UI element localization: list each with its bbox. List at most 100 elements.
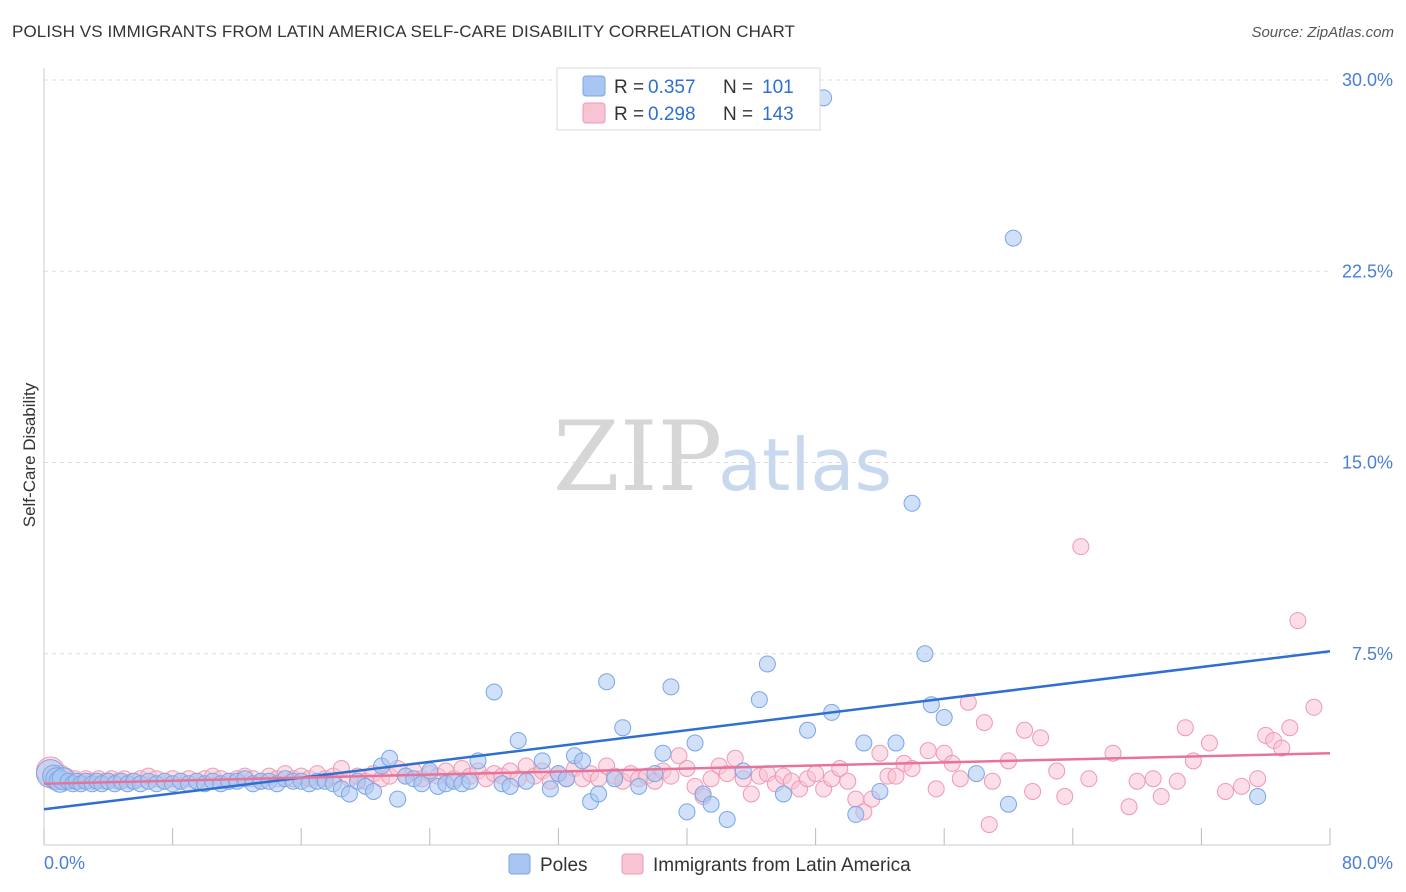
immigrants-point: [975, 714, 993, 732]
immigrants-point: [980, 816, 998, 834]
immigrants-point: [887, 767, 905, 785]
immigrants-point: [927, 780, 945, 798]
series-legend-swatch-poles: [508, 853, 531, 875]
poles-point: [1249, 788, 1267, 806]
poles-point: [541, 780, 559, 798]
poles-point: [686, 734, 704, 752]
immigrants-point: [662, 767, 680, 785]
poles-point: [903, 494, 921, 512]
immigrants-point: [1281, 719, 1299, 737]
stats-legend-r-label: R =: [614, 77, 644, 98]
poles-point: [967, 765, 985, 783]
immigrants-point: [1273, 739, 1291, 757]
poles-point: [509, 731, 527, 749]
poles-point: [501, 777, 519, 795]
immigrants-point: [1016, 721, 1034, 739]
poles-point: [855, 734, 873, 752]
poles-point: [678, 803, 696, 821]
poles-point: [630, 777, 648, 795]
poles-point: [517, 772, 535, 790]
y-axis-label: Self-Care Disability: [20, 382, 39, 527]
poles-point: [702, 795, 720, 813]
source-label: Source: ZipAtlas.com: [1251, 24, 1394, 41]
poles-trend-line: [43, 649, 1331, 811]
poles-point: [750, 691, 768, 709]
poles-point: [916, 645, 934, 663]
stats-legend-r-value: 0.298: [648, 104, 696, 125]
immigrants-point: [983, 772, 1001, 790]
immigrants-point: [1048, 762, 1066, 780]
immigrants-trend-line: [43, 751, 1331, 786]
poles-point: [389, 790, 407, 808]
series-legend-label-poles: Poles: [540, 855, 588, 876]
poles-point: [1004, 229, 1022, 247]
poles-point: [340, 785, 358, 803]
immigrants-point: [1152, 788, 1170, 806]
immigrants-point: [1128, 772, 1146, 790]
poles-point: [887, 734, 905, 752]
immigrants-point: [807, 765, 825, 783]
poles-point: [871, 782, 889, 800]
immigrants-point: [702, 770, 720, 788]
stats-legend-swatch-immigrants: [582, 102, 606, 124]
tick-labels: 7.5% 15.0% 22.5% 30.0% 0.0% 80.0%: [44, 70, 1393, 873]
grid-lines: [44, 79, 1330, 655]
stats-legend: R = 0.357 N = 101 R = 0.298 N = 143: [556, 67, 821, 131]
x-tick-label: 0.0%: [44, 853, 85, 873]
poles-point: [421, 762, 439, 780]
stats-legend-n-label: N =: [723, 77, 753, 98]
series-legend: Poles Immigrants from Latin America: [508, 853, 911, 876]
immigrants-point: [1032, 729, 1050, 747]
poles-point: [557, 770, 575, 788]
immigrants-point: [839, 772, 857, 790]
stats-legend-n-value: 101: [762, 77, 794, 98]
immigrants-point: [1168, 772, 1186, 790]
immigrants-point: [1305, 698, 1323, 716]
immigrants-point: [1024, 782, 1042, 800]
y-tick-label: 22.5%: [1342, 261, 1393, 281]
x-tick-label: 80.0%: [1342, 853, 1393, 873]
poles-point: [365, 782, 383, 800]
immigrants-point: [903, 760, 921, 777]
stats-legend-r-label: R =: [614, 104, 644, 125]
poles-point: [590, 785, 608, 803]
series-legend-swatch-immigrants: [621, 853, 644, 875]
immigrants-point: [1056, 788, 1074, 806]
immigrants-point: [1249, 770, 1267, 788]
immigrants-point: [742, 785, 760, 803]
immigrants-point: [1080, 770, 1098, 788]
poles-point: [758, 655, 776, 673]
immigrants-point: [1233, 777, 1251, 795]
immigrants-point: [1120, 798, 1138, 816]
poles-point: [598, 673, 616, 691]
immigrants-point: [1289, 612, 1307, 630]
stats-legend-n-value: 143: [762, 104, 794, 125]
poles-point: [847, 805, 865, 823]
poles-point: [1000, 795, 1017, 813]
stats-legend-swatch-poles: [582, 75, 606, 97]
poles-point: [574, 752, 592, 770]
poles-point: [381, 749, 399, 767]
stats-legend-r-value: 0.357: [648, 77, 696, 98]
immigrants-point: [1217, 782, 1235, 800]
poles-point: [606, 770, 624, 788]
immigrants-point: [1144, 770, 1162, 788]
stats-legend-n-label: N =: [723, 104, 753, 125]
immigrants-point: [951, 770, 969, 788]
y-tick-label: 15.0%: [1342, 453, 1393, 473]
trend-lines: [43, 649, 1331, 811]
chart-title: POLISH VS IMMIGRANTS FROM LATIN AMERICA …: [12, 22, 796, 41]
immigrants-point: [959, 693, 977, 711]
immigrants-point: [1200, 734, 1218, 752]
watermark-zip: ZIP: [553, 401, 722, 513]
poles-point: [935, 709, 953, 726]
poles-point: [461, 772, 479, 790]
poles-point: [799, 721, 817, 739]
poles-point: [734, 762, 752, 780]
poles-point: [654, 744, 672, 762]
y-tick-label: 30.0%: [1342, 70, 1393, 90]
poles-point: [533, 752, 551, 770]
immigrants-point: [1176, 719, 1194, 737]
axes: [43, 68, 1331, 846]
